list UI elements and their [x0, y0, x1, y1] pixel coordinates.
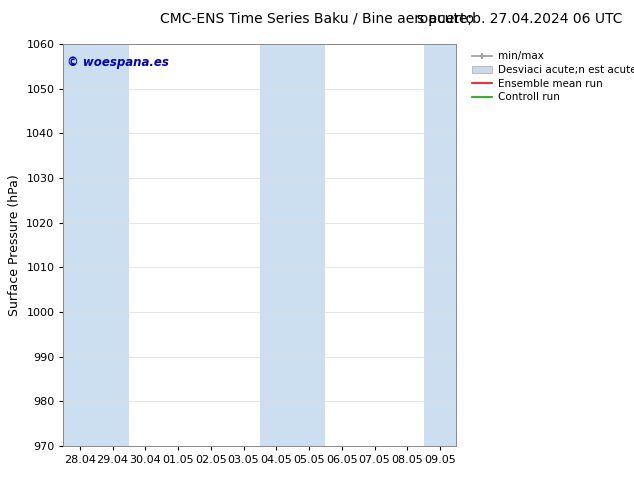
Y-axis label: Surface Pressure (hPa): Surface Pressure (hPa) [8, 174, 21, 316]
Bar [96, 44, 129, 446]
Bar [63, 44, 96, 446]
Bar [260, 44, 293, 446]
Bar [293, 44, 325, 446]
Text: © woespana.es: © woespana.es [67, 56, 169, 69]
Text: CMC-ENS Time Series Baku / Bine aeropuerto: CMC-ENS Time Series Baku / Bine aeropuer… [160, 12, 474, 26]
Text: s acute;b. 27.04.2024 06 UTC: s acute;b. 27.04.2024 06 UTC [417, 12, 623, 26]
Bar [424, 44, 456, 446]
Legend: min/max, Desviaci acute;n est acute;ndar, Ensemble mean run, Controll run: min/max, Desviaci acute;n est acute;ndar… [470, 49, 634, 104]
